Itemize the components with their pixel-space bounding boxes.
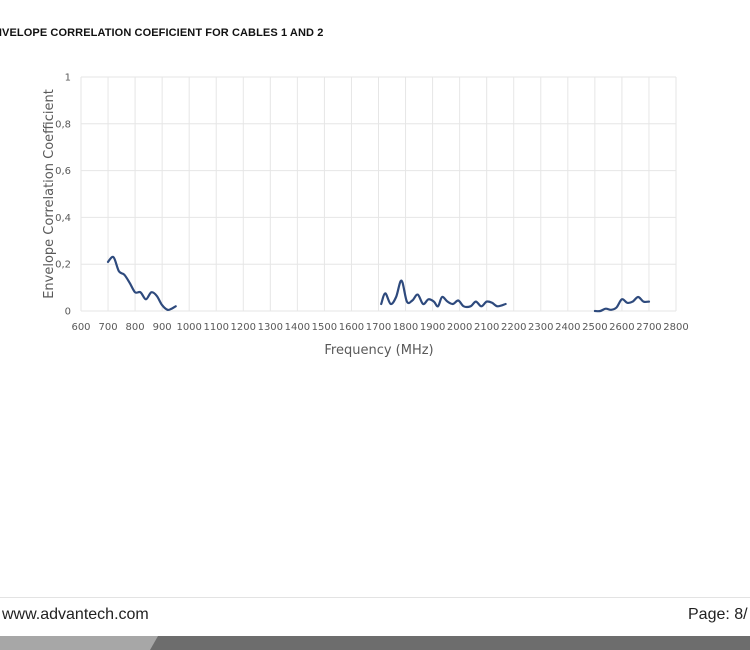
footer-decor-band <box>0 636 750 650</box>
y-tick-label: 1 <box>65 73 71 84</box>
y-tick-label: 0,4 <box>55 213 71 224</box>
x-tick-label: 1400 <box>285 322 310 333</box>
x-tick-label: 800 <box>126 322 145 333</box>
x-tick-label: 1800 <box>393 322 418 333</box>
x-tick-label: 1300 <box>258 322 283 333</box>
x-tick-label: 1900 <box>420 322 445 333</box>
x-tick-label: 2600 <box>609 322 634 333</box>
x-tick-label: 2000 <box>447 322 472 333</box>
footer-website: www.advantech.com <box>2 606 149 623</box>
y-axis-ticks: 0 0,2 0,4 0,6 0,8 1 <box>55 73 71 318</box>
y-tick-label: 0 <box>65 307 71 318</box>
section-title: NVELOPE CORRELATION COEFICIENT FOR CABLE… <box>0 27 324 39</box>
footer-divider <box>0 597 750 598</box>
y-tick-label: 0,2 <box>55 260 71 271</box>
ecc-line-chart: 00,20,40,60,81 600 700 800 900 1000 1100 1200 1… <box>42 73 689 359</box>
x-axis-title: Frequency (MHz) <box>324 343 433 358</box>
x-tick-label: 900 <box>153 322 172 333</box>
x-tick-label: 2500 <box>582 322 607 333</box>
y-tick-label: 0,8 <box>55 119 71 130</box>
chart-grid <box>80 76 677 312</box>
series-line-segment <box>593 295 651 313</box>
y-axis-title: Envelope Correlation Coefficient <box>42 89 57 299</box>
x-tick-label: 1700 <box>366 322 391 333</box>
x-tick-label: 2800 <box>663 322 688 333</box>
footer-page-number: Page: 8/ <box>688 606 748 623</box>
y-tick-label: 0,6 <box>55 166 71 177</box>
x-tick-label: 2700 <box>636 322 661 333</box>
series-line-segment <box>106 255 177 312</box>
x-tick-label: 2300 <box>528 322 553 333</box>
x-tick-label: 2200 <box>501 322 526 333</box>
x-tick-label: 1500 <box>312 322 337 333</box>
x-axis-ticks: 600 700 800 900 1000 1100 1200 1300 1400 1500 1600… <box>71 322 688 333</box>
series-lines <box>106 255 651 313</box>
x-tick-label: 1600 <box>339 322 364 333</box>
x-tick-label: 1000 <box>176 322 201 333</box>
x-tick-label: 700 <box>98 322 117 333</box>
series-line-segment <box>380 279 507 309</box>
x-tick-label: 2100 <box>474 322 499 333</box>
x-tick-label: 600 <box>71 322 90 333</box>
x-tick-label: 2400 <box>555 322 580 333</box>
footer-band-dark <box>150 636 750 650</box>
x-tick-label: 1200 <box>231 322 256 333</box>
x-tick-label: 1100 <box>204 322 229 333</box>
